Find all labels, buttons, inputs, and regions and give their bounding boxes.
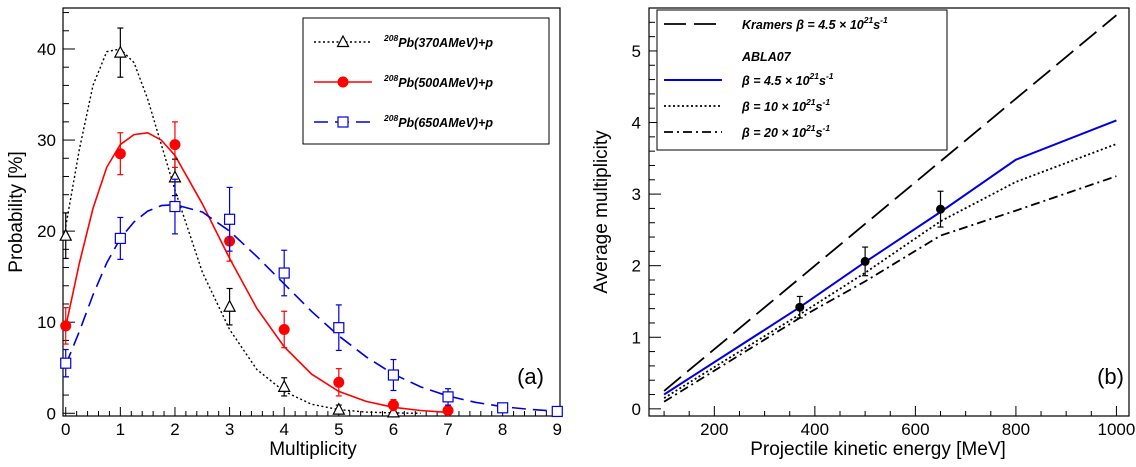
x-tick-label-a: 3	[225, 420, 234, 439]
legend-marker-1	[337, 76, 349, 88]
legend-label-b-3: β = 10 × 1021s-1	[741, 97, 830, 114]
x-tick-label-a: 9	[553, 420, 562, 439]
panel-b-frame	[648, 7, 1130, 417]
panel-a-markers	[59, 27, 563, 418]
data-point-2	[60, 357, 72, 369]
panel-b-markers	[795, 190, 946, 319]
data-point-0	[59, 228, 73, 241]
y-tick-label-b: 5	[632, 42, 641, 61]
x-tick-label-b: 800	[1002, 420, 1030, 439]
data-point-1	[442, 405, 454, 417]
x-tick-label-a: 8	[498, 420, 507, 439]
panel-a-legend: 208Pb(370AMeV)+p 208Pb(500AMeV)+p 208Pb(65…	[302, 17, 550, 145]
experiment-point	[936, 204, 946, 214]
data-point-2	[551, 405, 563, 418]
data-point-1	[169, 139, 181, 151]
x-tick-label-b: 400	[801, 420, 829, 439]
y-tick-label-b: 1	[632, 328, 641, 347]
series-line-b-0	[663, 14, 1117, 392]
x-tick-label-a: 4	[279, 420, 288, 439]
experiment-point	[795, 302, 805, 312]
panel-a: 0 1 2 3 4 5 6 7 8 9 0 10 20 30 40 Multiplicity Probabi…	[6, 7, 563, 460]
data-point-2	[114, 232, 126, 245]
data-point-2	[387, 369, 400, 381]
data-point-0	[223, 299, 237, 312]
legend-label-b-0: Kramers β = 4.5 × 1021s-1	[742, 15, 888, 32]
data-point-0	[277, 379, 291, 392]
legend-marker-2	[337, 116, 349, 128]
panel-a-frame	[62, 7, 561, 417]
x-tick-label-a: 5	[334, 420, 343, 439]
data-point-1	[333, 376, 345, 388]
panel-a-ylabel: Probability [%]	[6, 151, 27, 272]
panel-b-ticks: 200 400 600 800 1000 0 1 2 3 4 5	[632, 21, 1136, 439]
y-tick-label-b: 2	[632, 257, 641, 276]
legend-header-abla07: ABLA07	[741, 50, 792, 64]
data-point-2	[223, 213, 236, 225]
panel-b-curves	[663, 14, 1117, 403]
panel-a-ticks: 0 1 2 3 4 5 6 7 8 9 0 10 20 30 40	[37, 12, 562, 439]
panel-b-tag: (b)	[1097, 364, 1124, 389]
panel-b-ylabel: Average multiplicity	[591, 130, 612, 294]
x-tick-label-b: 200	[700, 420, 728, 439]
data-point-1	[387, 399, 399, 411]
x-tick-label-b: 600	[901, 420, 929, 439]
data-point-2	[442, 391, 454, 403]
data-point-2	[333, 322, 345, 334]
experiment-point	[860, 256, 870, 266]
y-tick-label-a: 10	[37, 313, 56, 332]
y-tick-label-b: 3	[632, 185, 641, 204]
series-line-2	[64, 203, 558, 413]
data-point-0	[332, 402, 346, 415]
panel-b: 200 400 600 800 1000 0 1 2 3 4 5 Projectile kineti…	[591, 7, 1136, 460]
x-tick-label-a: 1	[116, 420, 125, 439]
x-tick-label-b: 1000	[1098, 420, 1136, 439]
data-point-2	[497, 402, 509, 414]
y-tick-label-b: 0	[632, 400, 641, 419]
panel-a-curves	[64, 48, 558, 414]
data-point-2	[278, 267, 290, 279]
data-point-1	[114, 148, 126, 160]
legend-label-2: 208Pb(650AMeV)+p	[383, 113, 493, 130]
data-point-0	[113, 45, 127, 58]
x-tick-label-a: 6	[389, 420, 398, 439]
legend-marker-0	[336, 34, 350, 48]
y-tick-label-b: 4	[632, 114, 641, 133]
data-point-1	[60, 320, 72, 332]
y-tick-label-a: 40	[37, 40, 56, 59]
panel-a-xlabel: Multiplicity	[269, 439, 357, 460]
series-line-1	[64, 131, 449, 414]
series-line-b-3	[663, 175, 1117, 403]
panel-b-legend: Kramers β = 4.5 × 1021s-1 ABLA07 β = 4.5 ×…	[656, 9, 948, 151]
legend-label-b-4: β = 20 × 1021s-1	[741, 123, 830, 140]
legend-label-0: 208Pb(370AMeV)+p	[383, 33, 493, 50]
panel-a-tag: (a)	[517, 364, 544, 389]
data-point-0	[386, 405, 400, 418]
legend-label-b-2: β = 4.5 × 1021s-1	[741, 71, 834, 88]
y-tick-label-a: 0	[47, 404, 56, 423]
data-point-1	[278, 323, 290, 335]
series-line-b-1	[663, 119, 1117, 396]
x-tick-label-a: 2	[170, 420, 179, 439]
panel-b-xlabel: Projectile kinetic energy [MeV]	[750, 439, 1006, 460]
legend-label-1: 208Pb(500AMeV)+p	[383, 73, 493, 90]
data-point-2	[169, 200, 181, 213]
y-tick-label-a: 30	[37, 131, 56, 150]
x-tick-label-a: 0	[61, 420, 70, 439]
y-tick-label-a: 20	[37, 222, 56, 241]
x-tick-label-a: 7	[443, 420, 452, 439]
